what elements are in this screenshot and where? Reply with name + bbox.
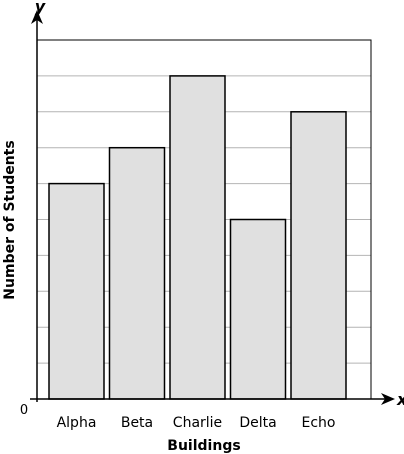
bar-echo — [290, 111, 347, 400]
y-axis-arrow — [31, 10, 43, 24]
y-axis-letter: y — [35, 0, 46, 16]
x-axis-arrow — [381, 393, 395, 405]
x-tick-label-charlie: Charlie — [173, 415, 222, 431]
bar-charlie — [169, 75, 226, 400]
y-axis-title: Number of Students — [2, 140, 18, 299]
bar-delta — [229, 218, 287, 400]
x-tick-label-alpha: Alpha — [57, 415, 97, 431]
x-tick-labels: Alpha Beta Charlie Delta Echo — [57, 415, 336, 431]
bar-beta — [108, 146, 166, 400]
x-tick-label-echo: Echo — [302, 415, 336, 431]
origin-label: 0 — [20, 403, 28, 418]
bar-alpha — [48, 182, 105, 400]
x-axis-title: Buildings — [167, 438, 240, 454]
x-tick-label-delta: Delta — [239, 415, 276, 431]
bars — [48, 75, 347, 400]
x-axis-letter: x — [396, 390, 404, 409]
x-tick-label-beta: Beta — [121, 415, 153, 431]
